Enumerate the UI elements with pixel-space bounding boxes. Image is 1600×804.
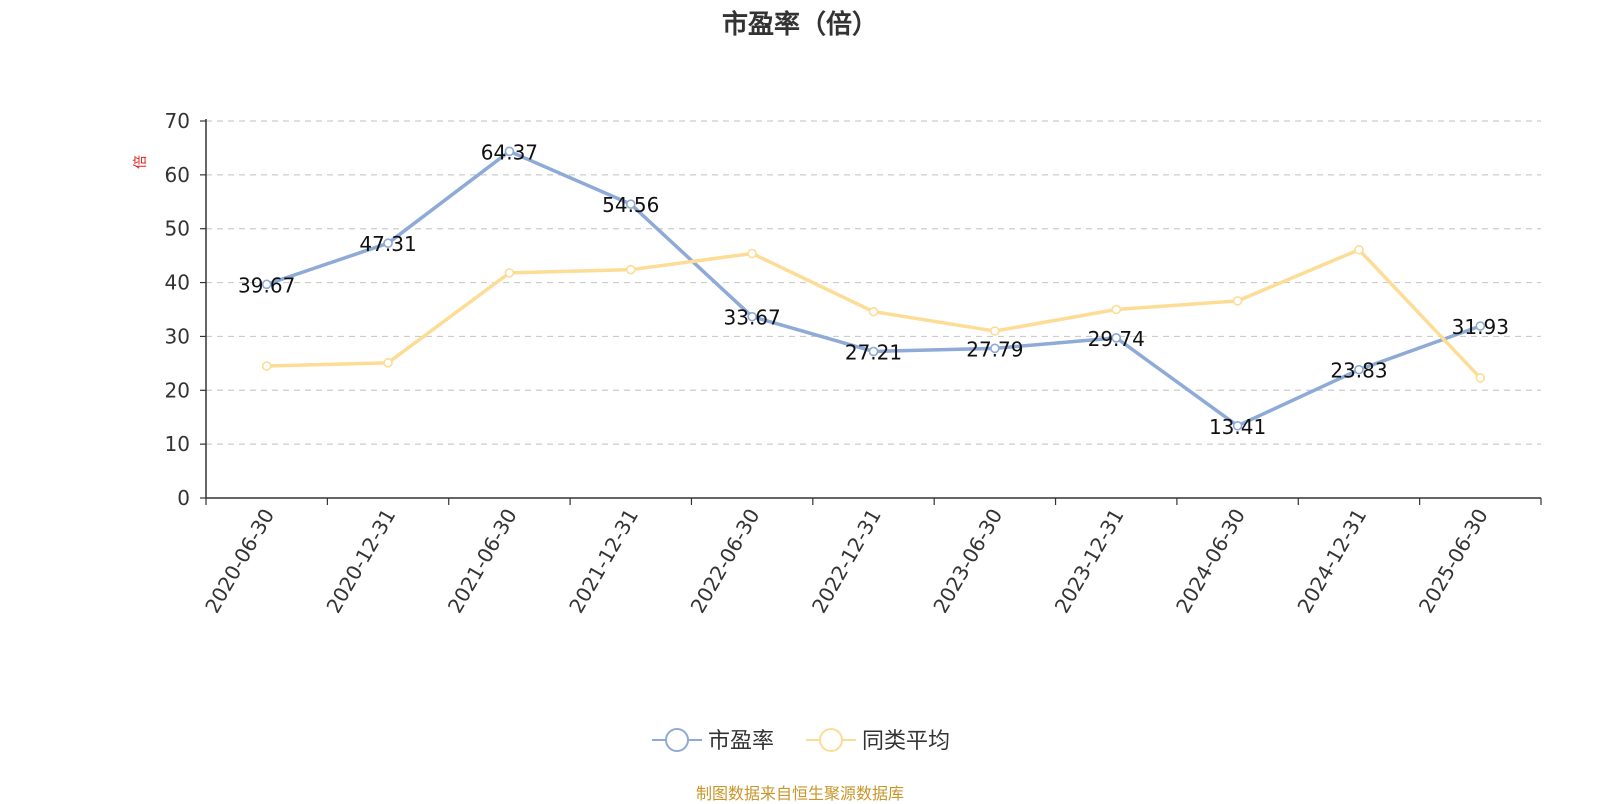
data-point: [383, 238, 393, 249]
data-point: [1111, 304, 1122, 315]
x-tick-label: 2022-06-30: [686, 505, 765, 618]
legend-label: 市盈率: [708, 729, 774, 754]
data-point: [990, 326, 1000, 336]
data-label: 47.31: [359, 232, 416, 256]
y-tick-label: 70: [165, 109, 190, 133]
data-label: 31.93: [1452, 315, 1509, 339]
x-tick-label: 2023-06-30: [928, 505, 1007, 618]
data-label: 23.83: [1330, 359, 1387, 383]
data-point: [625, 264, 636, 275]
data-point: [1232, 296, 1243, 306]
data-point: [504, 268, 515, 278]
x-tick-label: 2021-12-31: [564, 505, 643, 618]
data-source-note: 制图数据来自恒生聚源数据库: [695, 784, 904, 803]
legend-marker: [665, 728, 689, 752]
y-tick-label: 20: [165, 378, 190, 402]
x-tick-label: 2022-12-31: [807, 505, 886, 618]
data-point: [1354, 364, 1364, 375]
data-label: 64.37: [481, 140, 538, 164]
data-point: [868, 346, 879, 357]
data-point: [261, 361, 272, 371]
data-point: [1232, 420, 1243, 431]
data-point: [747, 248, 757, 259]
y-tick-label: 40: [165, 271, 190, 295]
data-label: 29.74: [1088, 327, 1145, 351]
y-tick-label: 50: [165, 217, 190, 241]
x-tick-label: 2023-12-31: [1050, 505, 1129, 618]
data-point: [261, 279, 272, 290]
x-tick-label: 2024-06-30: [1171, 505, 1250, 618]
x-tick-label: 2020-12-31: [321, 505, 400, 618]
y-tick-label: 30: [165, 324, 190, 348]
data-point: [504, 146, 515, 157]
data-point: [625, 199, 636, 209]
legend-marker: [819, 728, 843, 752]
legend-label: 同类平均: [862, 729, 950, 754]
data-label: 33.67: [724, 306, 781, 330]
data-label: 27.21: [845, 340, 902, 364]
data-point: [1475, 373, 1486, 383]
x-tick-label: 2020-06-30: [200, 505, 279, 618]
x-tick-label: 2024-12-31: [1292, 505, 1371, 618]
series-line-1: [266, 149, 1481, 428]
data-label: 27.79: [966, 337, 1023, 361]
y-tick-label: 60: [165, 163, 190, 187]
data-point: [1354, 244, 1364, 255]
y-axis-unit: 倍: [133, 155, 149, 169]
data-label: 54.56: [602, 193, 659, 217]
data-label: 13.41: [1209, 415, 1266, 439]
data-point: [1475, 321, 1486, 331]
data-label: 39.67: [238, 273, 295, 297]
x-tick-label: 2021-06-30: [443, 505, 522, 618]
data-point: [1111, 333, 1122, 343]
x-tick-label: 2025-06-30: [1414, 505, 1493, 618]
data-point: [383, 358, 393, 368]
data-point: [868, 306, 879, 317]
y-tick-label: 10: [165, 432, 190, 456]
chart-title: 市盈率（倍）: [721, 10, 878, 40]
data-point: [990, 343, 1000, 354]
data-point: [747, 311, 757, 322]
y-tick-label: 0: [177, 486, 190, 510]
